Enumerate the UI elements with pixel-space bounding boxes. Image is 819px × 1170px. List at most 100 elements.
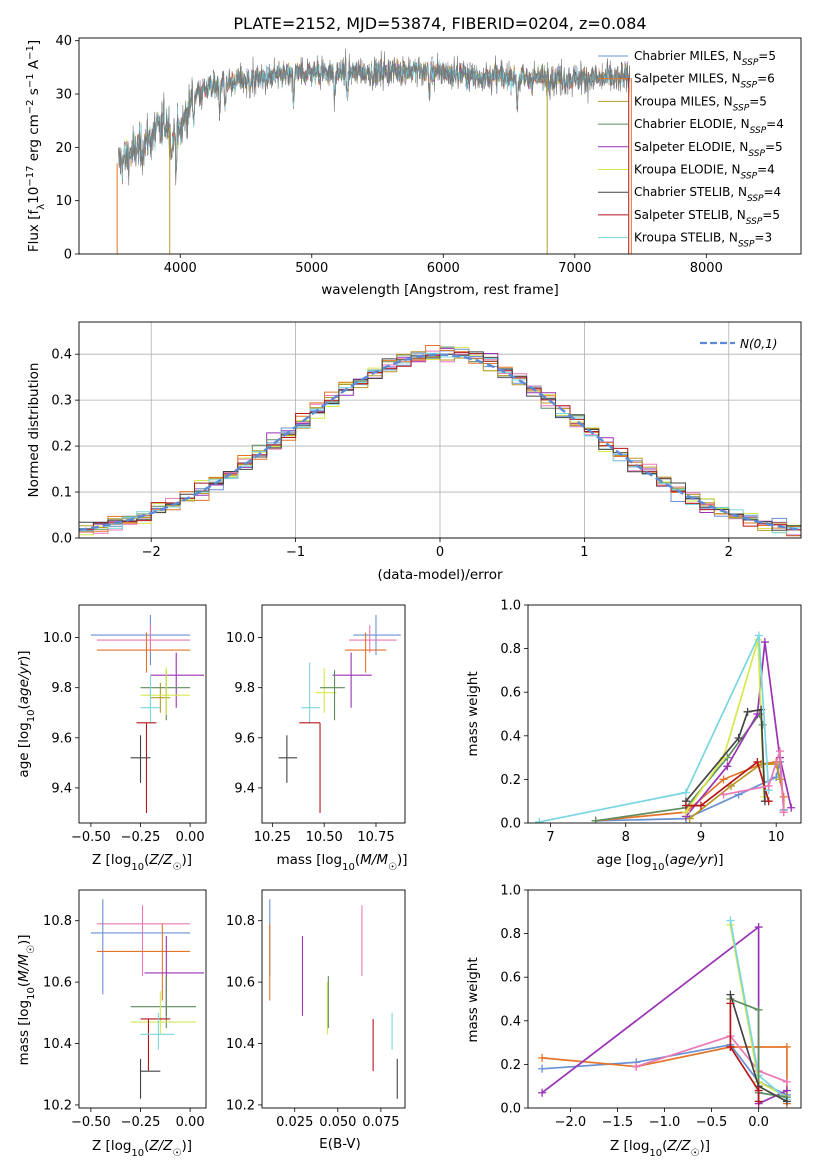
- plot-area: [79, 345, 801, 537]
- x-tick-label: 0.0: [748, 1115, 769, 1130]
- x-tick-label: 8000: [690, 261, 723, 276]
- weight-marker: [754, 631, 763, 640]
- legend-item: Chabrier ELODIE, NSSP=4: [598, 117, 784, 136]
- histogram-xlabel: (data-model)/error: [377, 567, 503, 583]
- weight-line-chabrier-elodie: [730, 998, 788, 1098]
- y-tick-label: 0: [64, 248, 72, 263]
- plot-area: [90, 615, 205, 813]
- legend-label: Kroupa MILES, NSSP=5: [634, 94, 767, 113]
- gaussian-curve: [79, 353, 801, 532]
- age-mass-xlabel: mass [log10(M/M☉)]: [276, 852, 407, 873]
- panel-spectrum: 4000 5000 6000 7000 8000 0 10 20 30 40 wavelength …: [25, 34, 802, 298]
- weight-marker: [754, 923, 763, 932]
- x-tick-label: −2: [142, 545, 161, 560]
- axes-frame: [261, 604, 406, 824]
- weight-marker: [726, 916, 735, 925]
- y-tick-label: 0.6: [500, 686, 521, 701]
- plot-area: [269, 899, 398, 1099]
- x-tick-label: −0.25: [121, 830, 161, 845]
- spectrum-ylabel: Flux [fλ10−17 erg cm−2 s−1 A−1]: [25, 40, 47, 252]
- weight-marker: [726, 1042, 735, 1051]
- y-tick-label: 10.8: [43, 914, 72, 929]
- y-tick-label: 9.8: [51, 681, 72, 696]
- weight-marker: [538, 1053, 547, 1062]
- weight-marker: [538, 1088, 547, 1097]
- panel-residual-histogram: −2 −1 0 1 2 0.0 0.1 0.2 0.3 0.4 (data-model)/error…: [26, 321, 802, 583]
- y-tick-label: 0.6: [500, 971, 521, 986]
- x-tick-label: −1.0: [649, 1115, 681, 1130]
- y-tick-label: 0.2: [500, 773, 521, 788]
- legend-item: Kroupa ELODIE, NSSP=4: [598, 163, 775, 182]
- weight-age-ylabel: mass weight: [465, 671, 481, 756]
- weight-line-pink: [636, 1035, 788, 1083]
- weight-marker: [754, 1005, 763, 1014]
- errorbar-point: [130, 735, 151, 783]
- errorbar-point: [144, 936, 205, 1016]
- weight-line-salpeter-stelib: [685, 761, 770, 807]
- x-tick-label: 0.00: [176, 1115, 205, 1130]
- x-tick-label: −1: [286, 545, 305, 560]
- panel-mass-weight-vs-age: 7 8 9 10 0.0 0.2 0.4 0.6 0.8 1.0 age [log10(age/yr…: [465, 599, 802, 873]
- weight-marker: [538, 1064, 547, 1073]
- errorbar-point: [90, 899, 191, 995]
- y-tick-label: 40: [55, 34, 72, 49]
- y-tick-label: 0.1: [51, 486, 72, 501]
- y-tick-label: 10.0: [226, 631, 255, 646]
- errorbar-point: [353, 615, 401, 656]
- legend-item: Kroupa STELIB, NSSP=3: [598, 231, 772, 250]
- x-tick-label: −0.5: [696, 1115, 728, 1130]
- legend-label: Chabrier ELODIE, NSSP=4: [634, 117, 784, 136]
- x-tick-label: −0.50: [71, 1115, 111, 1130]
- plot-area: [538, 916, 791, 1108]
- plot-area: [116, 48, 632, 254]
- x-tick-label: 0.00: [176, 830, 205, 845]
- legend-label: Kroupa STELIB, NSSP=3: [634, 231, 772, 250]
- legend-label: Salpeter ELODIE, NSSP=5: [634, 140, 783, 159]
- age-z-ylabel: age [log10(age/yr)]: [16, 650, 37, 777]
- legend-item: Kroupa MILES, NSSP=5: [598, 94, 767, 113]
- y-tick-label: 10.0: [43, 631, 72, 646]
- weight-line-chabrier-miles: [542, 1043, 788, 1096]
- mass-z-xlabel: Z [log10(Z/Z☉)]: [92, 1138, 192, 1159]
- errorbar-point: [140, 1012, 175, 1050]
- y-tick-label: 0.8: [500, 927, 521, 942]
- y-tick-label: 0.0: [500, 817, 521, 832]
- axes-frame: [78, 37, 802, 255]
- x-tick-label: 9: [697, 830, 705, 845]
- gaussian-legend-label: N(0,1): [740, 337, 777, 351]
- mass-ebv-xlabel: E(B-V): [319, 1136, 361, 1152]
- weight-marker: [754, 1086, 763, 1095]
- y-tick-label: 1.0: [500, 599, 521, 614]
- legend-item: Salpeter STELIB, NSSP=5: [598, 208, 780, 227]
- panel-age-vs-mass: 10.25 10.50 10.75 9.4 9.6 9.8 10.0 mass [log10(…: [226, 604, 408, 873]
- axes-frame: [78, 321, 802, 539]
- errorbar-point: [278, 735, 298, 783]
- y-tick-label: 0.4: [51, 348, 72, 363]
- legend-item: Chabrier MILES, NSSP=5: [598, 49, 776, 68]
- y-tick-label: 10: [55, 194, 72, 209]
- y-tick-label: 9.4: [234, 781, 255, 796]
- errorbar-point: [301, 662, 321, 723]
- errorbar-point: [299, 722, 321, 813]
- axes-frame: [527, 604, 802, 824]
- weight-marker: [723, 762, 732, 771]
- weight-marker: [775, 775, 784, 784]
- panel-mass-weight-vs-Z: −2.0 −1.5 −1.0 −0.5 0.0 0.0 0.2 0.4 0.6 0.8 1.0 Z […: [465, 884, 802, 1159]
- x-tick-label: 2: [725, 545, 733, 560]
- weight-marker: [632, 1062, 641, 1071]
- weight-marker: [726, 999, 735, 1008]
- y-tick-label: 0.2: [500, 1058, 521, 1073]
- legend-label: Chabrier STELIB, NSSP=4: [634, 185, 781, 204]
- y-tick-label: 0.3: [51, 394, 72, 409]
- weight-line-pink: [723, 750, 785, 813]
- weight-marker: [754, 1097, 763, 1106]
- panels: 4000 5000 6000 7000 8000010203040wavelength …: [16, 34, 802, 1159]
- weight-line-salpeter-miles: [542, 1046, 788, 1104]
- errorbar-point: [344, 632, 387, 673]
- weight-marker: [764, 797, 773, 806]
- errorbar-point: [140, 667, 191, 716]
- weight-marker: [681, 801, 690, 810]
- x-tick-label: −0.50: [71, 830, 111, 845]
- y-tick-label: 0.0: [51, 532, 72, 547]
- panel-mass-vs-EBV: 0.025 0.050 0.075 10.2 10.4 10.6 10.8 E(B-V): [226, 889, 406, 1152]
